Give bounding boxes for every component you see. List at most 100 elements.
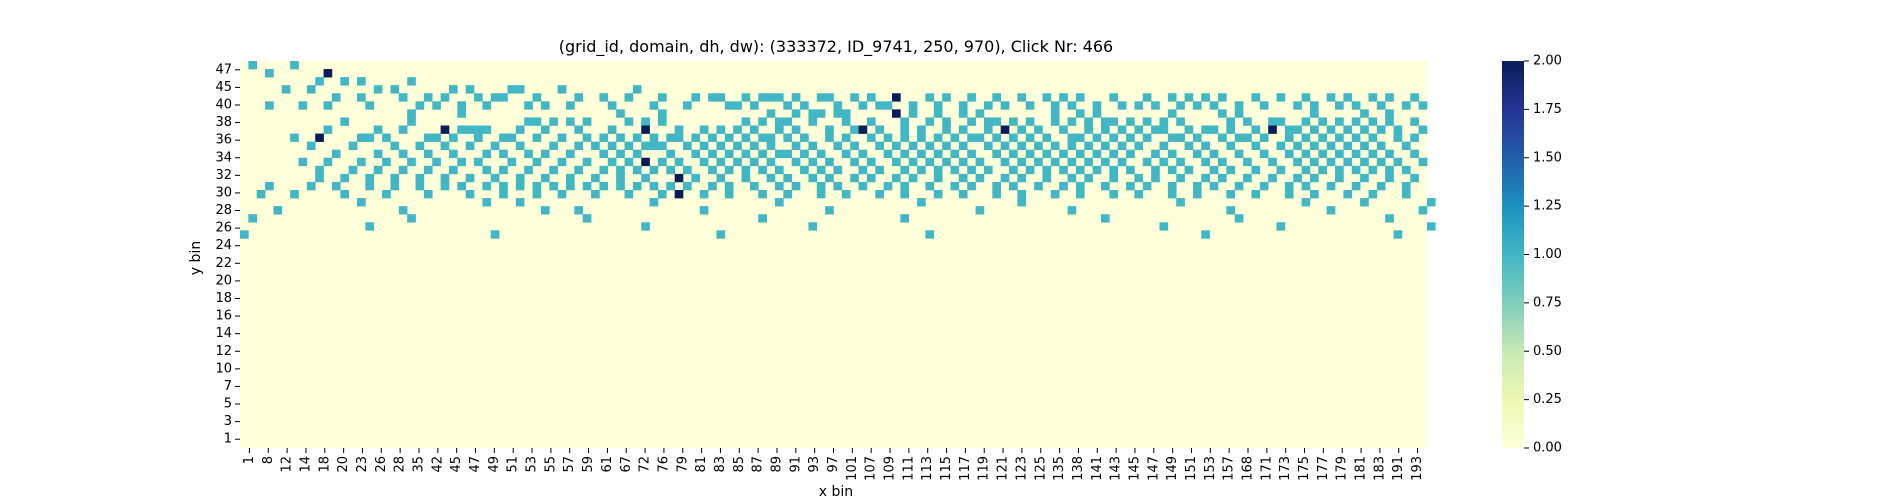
heatmap-cell (825, 93, 834, 102)
heatmap-cell (674, 133, 684, 142)
heatmap-cell (532, 117, 542, 126)
y-tick-label: 18 (215, 291, 232, 306)
heatmap-cell (1335, 117, 1344, 126)
heatmap-cell (774, 93, 784, 102)
colorbar-tick-label: 1.75 (1533, 102, 1562, 117)
y-tick-label: 5 (224, 397, 232, 412)
heatmap-cell (749, 157, 759, 167)
heatmap-cell (340, 77, 349, 86)
heatmap-cell (315, 133, 324, 142)
heatmap-cell (515, 181, 525, 191)
heatmap-cell (958, 141, 968, 150)
heatmap-cell (892, 141, 901, 150)
heatmap-cell (557, 133, 567, 142)
heatmap-cell (499, 133, 508, 142)
heatmap-cell (365, 173, 375, 183)
heatmap-cell (950, 165, 960, 175)
heatmap-cell (741, 149, 751, 159)
heatmap-cell (382, 157, 391, 167)
heatmap-cell (783, 117, 793, 126)
heatmap-cell (1017, 173, 1027, 183)
heatmap-cell (825, 157, 834, 167)
heatmap-cell (649, 198, 659, 207)
heatmap-cell (892, 173, 901, 183)
heatmap-cell (967, 93, 976, 102)
heatmap-cell (1309, 125, 1319, 134)
heatmap-cell (758, 117, 767, 126)
heatmap-cell (774, 165, 784, 175)
heatmap-cell (524, 101, 533, 110)
y-tick-label: 26 (215, 221, 232, 236)
heatmap-cell (1293, 101, 1302, 110)
heatmap-cell (1201, 125, 1210, 134)
heatmap-cell (515, 198, 525, 207)
heatmap-cell (1126, 165, 1135, 175)
heatmap-cell (942, 117, 951, 126)
heatmap-cell (357, 198, 366, 207)
heatmap-cell (1050, 101, 1060, 110)
heatmap-cell (875, 190, 884, 199)
x-tick-label: 135 (1052, 456, 1067, 481)
x-tick-label: 93 (807, 456, 822, 473)
heatmap-cell (1393, 157, 1403, 167)
heatmap-cell (1034, 125, 1043, 134)
heatmap-cell (733, 101, 742, 110)
heatmap-cell (616, 149, 625, 159)
x-tick-label: 42 (430, 456, 445, 473)
heatmap-cell (841, 133, 851, 142)
heatmap-cell (582, 133, 592, 142)
heatmap-cell (373, 165, 383, 175)
heatmap-cell (1184, 93, 1194, 102)
heatmap-cell (858, 181, 868, 191)
heatmap-cell (925, 93, 935, 102)
heatmap-cell (1268, 157, 1277, 167)
x-tick-label: 57 (562, 456, 577, 473)
heatmap-cell (1226, 165, 1236, 175)
x-tick-label: 8 (261, 456, 276, 464)
heatmap-cell (1100, 125, 1110, 134)
heatmap-cell (933, 173, 943, 183)
heatmap-cell (298, 157, 308, 167)
heatmap-cell (992, 133, 1001, 142)
heatmap-cell (942, 141, 951, 150)
heatmap-cell (724, 101, 734, 110)
heatmap-cell (1050, 141, 1060, 150)
heatmap-cell (499, 93, 508, 102)
heatmap-cell (1318, 117, 1327, 126)
heatmap-cell (1075, 149, 1085, 159)
heatmap-cell (1100, 141, 1110, 150)
heatmap-cell (357, 133, 366, 142)
heatmap-cell (582, 117, 592, 126)
heatmap-cell (265, 69, 274, 78)
heatmap-cell (616, 173, 625, 183)
heatmap-cell (1109, 190, 1119, 199)
x-tick-label: 61 (600, 456, 615, 473)
heatmap-cell (683, 141, 692, 150)
heatmap-cell (883, 149, 893, 159)
heatmap-cell (758, 133, 767, 142)
heatmap-cell (958, 125, 968, 134)
heatmap-cell (925, 230, 935, 239)
heatmap-cell (1226, 190, 1236, 199)
heatmap-cell (1251, 190, 1261, 199)
heatmap-cell (507, 157, 517, 167)
heatmap-cell (883, 181, 893, 191)
heatmap-cell (808, 222, 818, 231)
heatmap-cell (315, 173, 324, 183)
heatmap-cell (1176, 198, 1185, 207)
heatmap-cell (1276, 93, 1286, 102)
heatmap-cell (1059, 149, 1068, 159)
heatmap-cell (808, 141, 818, 150)
heatmap-cell (1309, 157, 1319, 167)
colorbar-tick-label: 0.50 (1533, 344, 1562, 359)
heatmap-cell (699, 141, 709, 150)
heatmap-cell (1201, 173, 1210, 183)
heatmap-cell (1360, 173, 1369, 183)
heatmap-cell (1151, 125, 1160, 134)
heatmap-cell (1284, 125, 1294, 134)
heatmap-cell (841, 109, 851, 118)
heatmap-cell (1201, 230, 1210, 239)
x-tick-label: 191 (1391, 456, 1406, 481)
heatmap-cell (1376, 125, 1386, 134)
heatmap-cell (641, 117, 650, 126)
